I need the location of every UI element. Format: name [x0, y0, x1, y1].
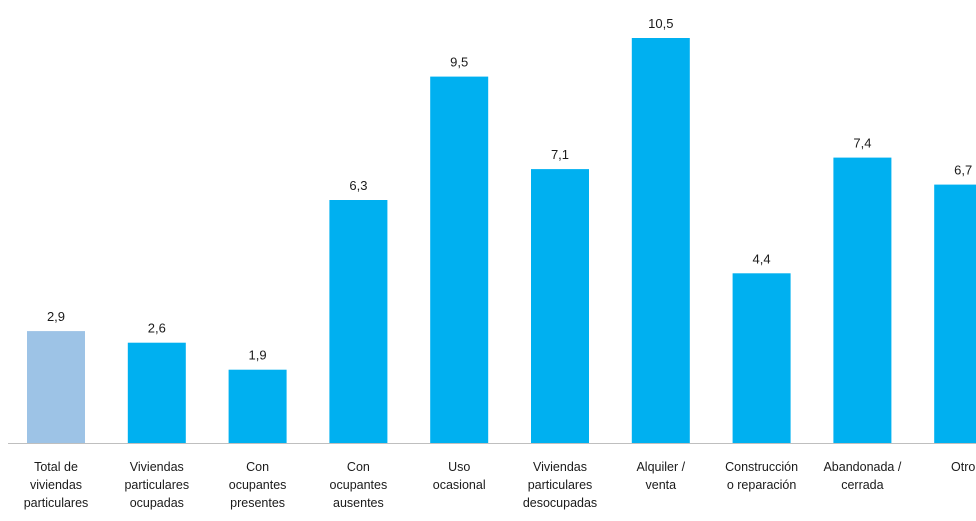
bar-value-label-1: 2,6: [148, 321, 166, 336]
category-label-9-line-0: Otro: [951, 460, 975, 474]
bar-1: [127, 342, 186, 443]
category-label-4-line-0: Uso: [448, 460, 470, 474]
bar-value-label-4: 9,5: [450, 55, 468, 70]
category-label-7-line-0: Construcción: [725, 460, 798, 474]
bar-9: [934, 184, 976, 443]
bar-2: [228, 369, 287, 443]
category-label-8-line-0: Abandonada /: [823, 460, 901, 474]
bar-value-label-7: 4,4: [753, 251, 771, 266]
category-label-7-line-1: o reparación: [727, 478, 797, 492]
bar-value-label-2: 1,9: [249, 348, 267, 363]
category-label-6-line-1: venta: [646, 478, 677, 492]
category-label-1-line-2: ocupadas: [130, 496, 184, 510]
category-label-2-line-2: presentes: [230, 496, 285, 510]
category-label-2-line-1: ocupantes: [229, 478, 287, 492]
category-label-1-line-0: Viviendas: [130, 460, 184, 474]
category-label-3-line-0: Con: [347, 460, 370, 474]
category-label-0-line-2: particulares: [24, 496, 89, 510]
bar-value-label-9: 6,7: [954, 163, 972, 178]
category-label-5-line-0: Viviendas: [533, 460, 587, 474]
category-label-8-line-1: cerrada: [841, 478, 883, 492]
category-labels-group: Total de viviendas particulares Viviendas pa…: [24, 460, 976, 510]
category-label-5-line-1: particulares: [528, 478, 593, 492]
bar-value-label-3: 6,3: [349, 178, 367, 193]
bar-value-label-5: 7,1: [551, 147, 569, 162]
bars-group: [27, 38, 976, 443]
category-label-4-line-1: ocasional: [433, 478, 486, 492]
category-label-3-line-2: ausentes: [333, 496, 384, 510]
category-label-0-line-0: Total de: [34, 460, 78, 474]
category-label-6-line-0: Alquiler /: [636, 460, 685, 474]
bar-3: [329, 200, 388, 443]
category-label-0-line-1: viviendas: [30, 478, 82, 492]
bar-value-label-0: 2,9: [47, 309, 65, 324]
category-label-3-line-1: ocupantes: [330, 478, 388, 492]
bar-value-label-8: 7,4: [853, 136, 871, 151]
category-label-2-line-0: Con: [246, 460, 269, 474]
category-label-5-line-2: desocupadas: [523, 496, 597, 510]
bar-0: [27, 331, 85, 443]
bar-4: [430, 76, 489, 443]
bar-value-label-6: 10,5: [648, 16, 673, 31]
bar-8: [833, 157, 892, 443]
category-label-1-line-1: particulares: [124, 478, 189, 492]
bar-7: [732, 273, 791, 443]
bar-6: [631, 38, 690, 443]
value-labels-group: 2,9 2,6 1,9 6,3 9,5 7,1 10,5 4,4 7,4 6,7: [47, 16, 972, 363]
bar-5: [531, 169, 589, 443]
